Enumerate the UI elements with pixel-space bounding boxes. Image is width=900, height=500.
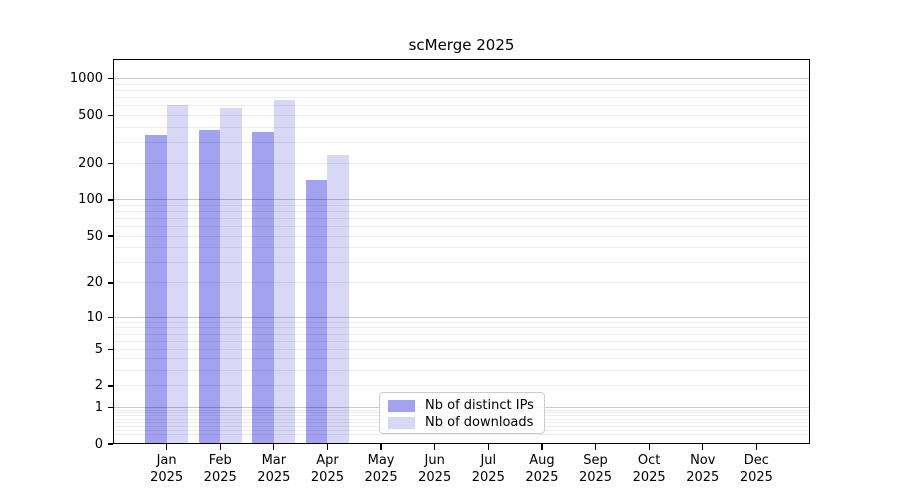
gridline-minor-2 [113, 385, 810, 387]
x-tick-label-mar: Mar 2025 [257, 453, 291, 485]
gridline-minor-80 [113, 211, 810, 213]
y-tick-10 [107, 316, 113, 318]
x-tick-jan [165, 444, 168, 450]
gridline-minor-90 [113, 204, 810, 206]
x-tick-sep [594, 444, 597, 450]
x-tick-oct [648, 444, 650, 450]
bar-ips-jan [145, 134, 167, 444]
gridline-minor-900 [113, 83, 810, 85]
y-tick-200 [107, 162, 113, 165]
gridline-minor-60 [113, 226, 810, 228]
plot-area [113, 59, 810, 444]
y-tick-label-2: 2 [94, 378, 103, 394]
y-tick-50 [107, 235, 113, 237]
x-tick-may [380, 444, 382, 450]
gridline-minor-4 [113, 358, 810, 360]
x-tick-label-dec: Dec 2025 [739, 453, 773, 485]
y-tick-label-20: 20 [86, 275, 103, 291]
legend-swatch-ips [388, 399, 415, 412]
x-tick-apr [326, 444, 329, 450]
gridline-minor-300 [113, 141, 810, 143]
legend-label-ips: Nb of distinct IPs [425, 398, 534, 413]
gridline-minor-50 [113, 235, 810, 237]
gridline-minor-9 [113, 321, 810, 323]
x-tick-label-jan: Jan 2025 [150, 453, 184, 485]
y-tick-0 [107, 443, 113, 445]
legend-item-ips: Nb of distinct IPs [388, 397, 544, 414]
bar-ips-apr [306, 179, 328, 444]
x-tick-label-oct: Oct 2025 [632, 453, 666, 485]
gridline-minor-30 [113, 261, 810, 263]
gridline-minor-40 [113, 247, 810, 249]
bar-ips-feb [198, 129, 221, 444]
x-tick-label-sep: Sep 2025 [578, 453, 613, 485]
x-tick-nov [702, 444, 704, 450]
y-tick-label-500: 500 [78, 107, 103, 123]
x-tick-label-feb: Feb 2025 [203, 453, 237, 485]
y-tick-label-10: 10 [86, 309, 103, 325]
legend-label-downloads: Nb of downloads [425, 415, 534, 430]
y-tick-1000 [107, 77, 113, 80]
y-tick-500 [107, 114, 113, 116]
y-tick-20 [107, 282, 113, 284]
bar-downloads-feb [220, 107, 242, 444]
gridline-minor-500 [113, 114, 810, 116]
y-tick-5 [107, 348, 113, 350]
bar-downloads-mar [273, 99, 296, 444]
x-tick-dec [755, 444, 758, 450]
legend-swatch-downloads [388, 416, 415, 429]
legend-item-downloads: Nb of downloads [388, 414, 544, 431]
x-tick-label-aug: Aug 2025 [525, 453, 559, 485]
gridline-minor-200 [113, 163, 810, 165]
y-tick-label-1000: 1000 [69, 71, 103, 87]
gridline-minor-7 [113, 333, 810, 335]
x-tick-aug [541, 444, 543, 450]
bar-downloads-apr [327, 154, 349, 444]
x-tick-label-jun: Jun 2025 [418, 453, 452, 485]
y-tick-label-100: 100 [78, 192, 103, 208]
gridline-major-1000 [113, 78, 810, 80]
x-tick-feb [219, 444, 221, 450]
x-tick-jun [434, 444, 436, 450]
gridline-minor-0.2 [113, 433, 810, 435]
gridline-minor-6 [113, 340, 810, 342]
y-tick-label-200: 200 [78, 156, 103, 172]
gridline-minor-3 [113, 370, 810, 372]
gridline-minor-700 [113, 96, 810, 98]
bar-ips-mar [252, 131, 274, 444]
gridline-minor-600 [113, 105, 810, 107]
gridline-minor-20 [113, 282, 810, 284]
x-tick-label-apr: Apr 2025 [310, 453, 344, 485]
x-tick-mar [273, 444, 275, 450]
y-tick-100 [107, 199, 113, 201]
y-tick-label-50: 50 [86, 228, 103, 244]
gridline-minor-70 [113, 218, 810, 220]
gridline-minor-8 [113, 327, 810, 329]
legend: Nb of distinct IPs Nb of downloads [379, 392, 545, 434]
gridline-minor-800 [113, 89, 810, 91]
gridline-major-10 [113, 316, 810, 318]
y-tick-label-1: 1 [94, 399, 103, 415]
gridline-minor-5 [113, 348, 810, 350]
bar-downloads-jan [166, 105, 188, 444]
x-tick-label-nov: Nov 2025 [686, 453, 720, 485]
y-tick-1 [107, 406, 113, 408]
y-tick-2 [107, 385, 113, 387]
y-tick-label-0: 0 [94, 436, 103, 452]
x-tick-jul [487, 444, 489, 450]
gridline-minor-400 [113, 126, 810, 128]
x-tick-label-jul: Jul 2025 [471, 453, 505, 485]
chart-title: scMerge 2025 [408, 36, 515, 54]
gridline-major-100 [113, 199, 810, 201]
x-tick-label-may: May 2025 [364, 453, 398, 485]
y-tick-label-5: 5 [94, 341, 103, 357]
